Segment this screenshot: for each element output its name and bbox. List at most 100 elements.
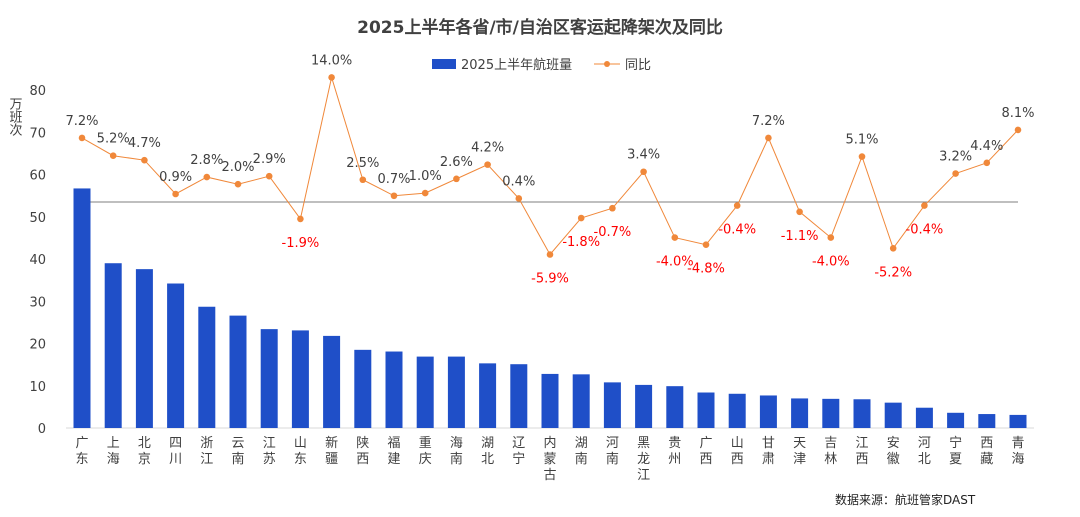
bar bbox=[354, 349, 372, 428]
bar bbox=[1009, 414, 1027, 428]
yoy-marker bbox=[421, 189, 429, 197]
yoy-data-label: 2.5% bbox=[346, 156, 379, 171]
yoy-marker bbox=[827, 234, 835, 241]
yoy-marker bbox=[609, 204, 616, 212]
yoy-data-label: -4.0% bbox=[812, 255, 850, 270]
yoy-data-label: -5.2% bbox=[874, 265, 912, 280]
yoy-data-label: 4.2% bbox=[471, 141, 504, 156]
yoy-marker bbox=[796, 208, 803, 216]
yoy-data-label: -0.4% bbox=[718, 223, 756, 238]
yoy-data-label: -1.8% bbox=[562, 235, 600, 250]
yoy-data-label: 0.7% bbox=[377, 172, 410, 187]
yoy-data-label: -1.9% bbox=[282, 236, 320, 251]
yoy-data-label: -4.8% bbox=[687, 262, 725, 277]
x-category-label: 吉林 bbox=[824, 436, 837, 467]
legend: 2025上半年航班量 同比 bbox=[432, 57, 651, 73]
legend-line-label: 同比 bbox=[625, 58, 651, 73]
bar bbox=[447, 356, 465, 428]
yoy-marker bbox=[640, 168, 647, 176]
x-category-label: 广东 bbox=[75, 436, 88, 467]
yoy-marker bbox=[203, 173, 211, 181]
x-category-label: 河南 bbox=[606, 436, 619, 467]
yoy-marker bbox=[453, 175, 460, 183]
yoy-marker bbox=[765, 134, 772, 142]
yoy-marker bbox=[546, 251, 554, 258]
yoy-marker bbox=[484, 161, 491, 168]
legend-line-marker bbox=[604, 61, 610, 67]
bar bbox=[572, 374, 590, 428]
yoy-marker bbox=[390, 192, 398, 200]
bar bbox=[541, 373, 559, 428]
yoy-marker bbox=[515, 195, 523, 202]
yoy-data-label: 2.8% bbox=[190, 153, 223, 168]
y-tick-label: 0 bbox=[38, 422, 46, 437]
bar bbox=[416, 356, 434, 428]
yoy-marker bbox=[983, 159, 991, 167]
x-category-label: 宁夏 bbox=[949, 435, 962, 467]
x-category-label: 新疆 bbox=[325, 435, 338, 467]
bar bbox=[167, 283, 185, 428]
bar-series bbox=[73, 188, 1027, 428]
x-category-label: 青海 bbox=[1011, 436, 1024, 467]
bar bbox=[385, 351, 403, 428]
y-tick-label: 70 bbox=[29, 126, 46, 141]
yoy-data-label: 5.2% bbox=[97, 132, 130, 147]
x-category-label: 内蒙古 bbox=[543, 435, 556, 483]
yoy-marker bbox=[577, 214, 585, 222]
yoy-data-label: 14.0% bbox=[311, 53, 352, 68]
x-category-label: 江苏 bbox=[263, 436, 276, 467]
bar bbox=[291, 330, 309, 428]
yoy-marker bbox=[889, 244, 897, 252]
yoy-marker bbox=[952, 170, 959, 177]
yoy-data-label: -0.7% bbox=[594, 225, 632, 240]
x-category-label: 河北 bbox=[918, 436, 931, 467]
yoy-line-series: 7.2% 5.2%4.7% 0.9% 2.8%2.0%2.9% -1.9% 14.0% 2.… bbox=[65, 53, 1034, 286]
yoy-data-label: 7.2% bbox=[65, 114, 98, 129]
y-axis-label: 万班次 bbox=[7, 97, 23, 136]
yoy-data-label: 7.2% bbox=[752, 114, 785, 129]
y-axis-ticks: 0 10 20 30 40 50 60 70 80 bbox=[29, 84, 46, 437]
x-category-label: 西藏 bbox=[980, 436, 993, 467]
bar bbox=[915, 407, 933, 428]
bar bbox=[135, 269, 153, 428]
x-category-label: 云南 bbox=[231, 436, 244, 467]
y-tick-label: 60 bbox=[29, 169, 46, 184]
bar bbox=[978, 414, 996, 428]
bar bbox=[822, 398, 840, 428]
yoy-data-label: 1.0% bbox=[409, 169, 442, 184]
yoy-data-label: 2.9% bbox=[253, 152, 286, 167]
yoy-marker bbox=[172, 190, 179, 198]
bar bbox=[728, 393, 746, 428]
bar bbox=[697, 392, 715, 428]
x-category-label: 甘肃 bbox=[762, 436, 775, 467]
legend-bar-swatch bbox=[432, 59, 456, 69]
x-category-label: 江西 bbox=[855, 436, 868, 467]
yoy-marker bbox=[702, 241, 710, 249]
y-tick-label: 10 bbox=[29, 380, 46, 395]
yoy-marker bbox=[109, 152, 117, 160]
bar bbox=[104, 263, 122, 428]
bar bbox=[853, 399, 871, 428]
yoy-data-label: -5.9% bbox=[531, 272, 569, 287]
x-category-label: 天津 bbox=[793, 436, 806, 467]
x-category-label: 北京 bbox=[138, 436, 151, 467]
bar bbox=[947, 412, 965, 428]
bar bbox=[635, 384, 653, 428]
bar bbox=[479, 363, 497, 428]
yoy-data-label: -1.1% bbox=[781, 229, 819, 244]
bar bbox=[666, 386, 684, 428]
bar bbox=[323, 335, 341, 428]
yoy-data-label: 8.1% bbox=[1001, 106, 1034, 121]
yoy-data-label: 4.4% bbox=[970, 139, 1003, 154]
bar bbox=[791, 398, 809, 428]
yoy-marker bbox=[733, 202, 741, 209]
yoy-data-label: 4.7% bbox=[128, 136, 161, 151]
legend-bar-label: 2025上半年航班量 bbox=[461, 57, 572, 73]
x-category-label: 浙江 bbox=[200, 436, 213, 467]
yoy-data-label: 3.2% bbox=[939, 150, 972, 165]
yoy-marker bbox=[328, 74, 335, 81]
source-note: 数据来源：航班管家DAST bbox=[835, 492, 976, 507]
y-tick-label: 50 bbox=[29, 211, 46, 226]
yoy-marker bbox=[78, 134, 86, 142]
x-category-label: 辽宁 bbox=[512, 436, 525, 467]
